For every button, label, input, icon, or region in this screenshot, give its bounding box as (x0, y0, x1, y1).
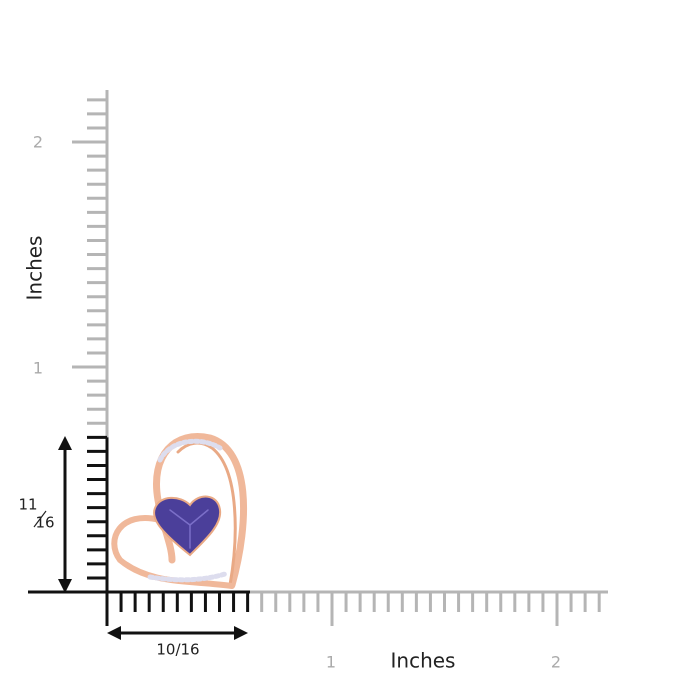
pendant (111, 433, 247, 589)
pave-top (157, 438, 223, 463)
facets (169, 509, 209, 549)
arrow-head (58, 436, 72, 450)
x-tick-label: 1 (326, 653, 336, 672)
heart-inner (176, 441, 237, 587)
fraction-slash (33, 510, 47, 528)
pave-bottom (147, 571, 228, 583)
arrow-head (234, 626, 248, 640)
y-tick-label: 2 (33, 133, 43, 152)
tanzanite (153, 495, 222, 557)
heart-lower (111, 515, 235, 589)
width-label: 10/16 (156, 641, 199, 659)
rulers (28, 90, 608, 626)
arrow-head (58, 579, 72, 593)
height-numerator: 11 (18, 496, 37, 514)
y-tick-label: 1 (33, 359, 43, 378)
y-axis-label: Inches (23, 236, 47, 301)
x-tick-label: 2 (551, 653, 561, 672)
arrow-heads (58, 436, 248, 640)
x-axis-label: Inches (391, 649, 456, 673)
arrow-head (107, 626, 121, 640)
height-denominator: 16 (35, 514, 54, 532)
dimension-arrows (63, 442, 242, 635)
